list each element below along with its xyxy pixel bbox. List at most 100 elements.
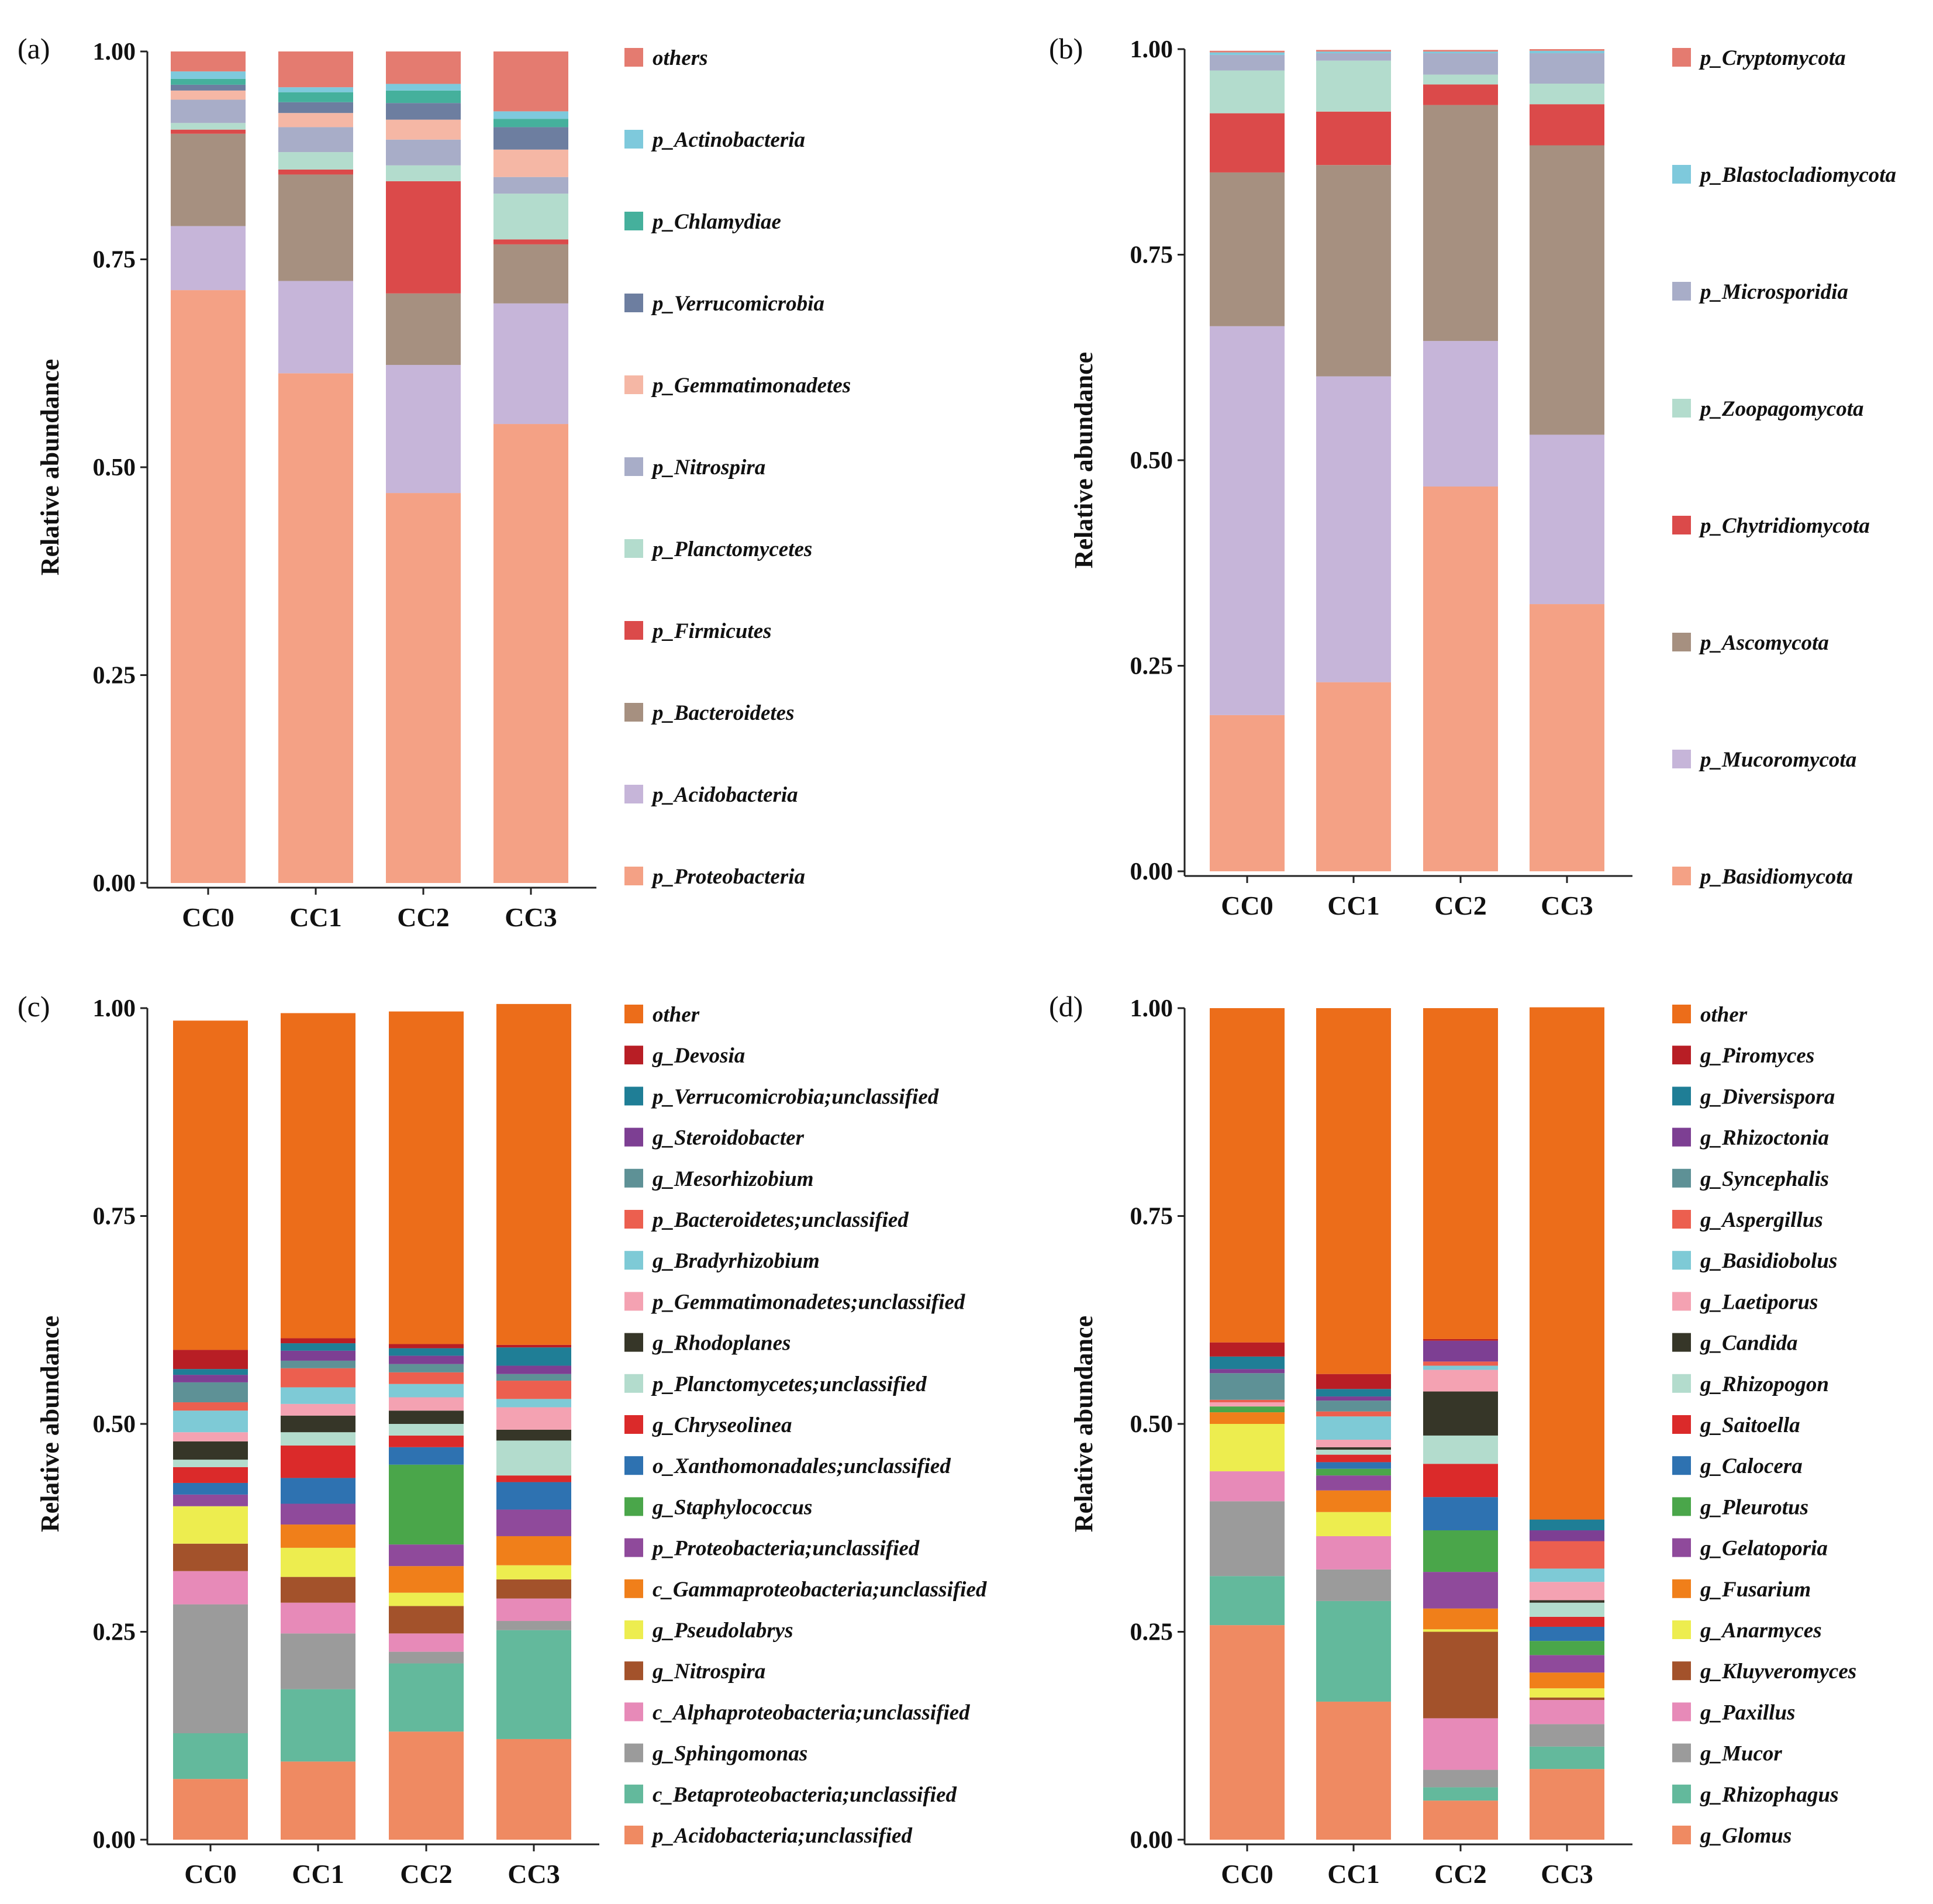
- bar-segment-p-zoopagomycota-cc0: [1210, 70, 1285, 113]
- bar-segment-p-mucoromycota-cc2: [1423, 341, 1498, 487]
- bar-segment-g-rhizopogon-cc1: [1316, 1450, 1391, 1455]
- y-axis-label: Relative abundance: [1069, 352, 1098, 568]
- bar-segment-g-glomus-cc2: [1423, 1800, 1498, 1840]
- y-axis-label: Relative abundance: [36, 359, 64, 575]
- bar-segment-g-pleurotus-cc1: [1316, 1468, 1391, 1476]
- legend-swatch: [1672, 1333, 1691, 1352]
- legend-label: p_Ascomycota: [1699, 631, 1829, 655]
- bar-segment-p-verrucomicrobia-cc0: [171, 84, 246, 91]
- bar-segment-o-xanthomonadales-unclassified-cc3: [496, 1482, 571, 1510]
- bar-segment-g-bradyrhizobium-cc2: [389, 1384, 464, 1398]
- bar-segment-other-cc1: [1316, 1008, 1391, 1374]
- y-tick-label: 1.00: [93, 39, 136, 65]
- bar-segment-p-actinobacteria-cc3: [493, 111, 568, 119]
- bar-segment-g-paxillus-cc2: [1423, 1718, 1498, 1770]
- legend-swatch: [1672, 1127, 1691, 1147]
- x-tick-label-cc3: CC3: [508, 1859, 560, 1889]
- bar-segment-p-mucoromycota-cc1: [1316, 376, 1391, 682]
- legend-label: p_Verrucomicrobia;unclassified: [651, 1085, 939, 1109]
- legend-label: o_Xanthomonadales;unclassified: [653, 1454, 951, 1478]
- bar-segment-p-planctomycetes-cc3: [493, 194, 568, 240]
- bar-segment-g-devosia-cc3: [496, 1344, 571, 1348]
- bar-segment-g-devosia-cc2: [389, 1344, 464, 1348]
- bar-segment-g-diversispora-cc0: [1210, 1356, 1285, 1370]
- bar-segment-g-steroidobacter-cc2: [389, 1355, 464, 1364]
- bar-segment-g-rhizoctonia-cc0: [1210, 1369, 1285, 1374]
- bar-segment-g-rhizoctonia-cc2: [1423, 1340, 1498, 1362]
- bar-segment-p-blastocladiomycota-cc2: [1423, 51, 1498, 54]
- bar-segment-p-chytridiomycota-cc2: [1423, 84, 1498, 105]
- legend-label: p_Chlamydiae: [651, 210, 781, 234]
- bar-segment-g-aspergillus-cc0: [1210, 1399, 1285, 1403]
- legend-label: g_Devosia: [652, 1044, 745, 1068]
- legend-swatch: [624, 1579, 643, 1598]
- legend-swatch: [1672, 1702, 1691, 1722]
- bar-segment-p-verrucomicrobia-cc2: [386, 103, 461, 120]
- bar-segment-g-gelatoporia-cc1: [1316, 1475, 1391, 1491]
- bar-segment-p-chlamydiae-cc0: [171, 78, 246, 85]
- legend-label: g_Fusarium: [1700, 1578, 1811, 1602]
- y-tick-label: 0.25: [93, 663, 136, 689]
- bar-segment-p-proteobacteria-unclassified-cc3: [496, 1509, 571, 1536]
- bar-segment-g-fusarium-cc1: [1316, 1490, 1391, 1512]
- y-tick-label: 0.00: [93, 870, 136, 897]
- bar-segment-c-gammaproteobacteria-unclassified-cc3: [496, 1536, 571, 1565]
- legend-swatch: [1672, 48, 1691, 67]
- legend-swatch: [1672, 867, 1691, 885]
- y-tick-label: 0.00: [1130, 858, 1173, 885]
- legend-label: g_Candida: [1700, 1332, 1798, 1355]
- bar-segment-g-laetiporus-cc0: [1210, 1402, 1285, 1407]
- bar-segment-p-acidobacteria-unclassified-cc2: [389, 1731, 464, 1840]
- bar-segment-other-cc0: [173, 1020, 248, 1350]
- legend-swatch: [1672, 1374, 1691, 1393]
- bar-segment-other-cc3: [1530, 1007, 1604, 1520]
- y-tick-label: 0.50: [1130, 1411, 1173, 1438]
- bar-segment-g-rhizoctonia-cc1: [1316, 1396, 1391, 1401]
- bar-segment-p-ascomycota-cc0: [1210, 172, 1285, 326]
- bar-segment-g-paxillus-cc3: [1530, 1700, 1604, 1724]
- bar-segment-p-bacteroidetes-unclassified-cc0: [173, 1402, 248, 1411]
- bar-segment-g-basidiobolus-cc1: [1316, 1416, 1391, 1440]
- bar-segment-g-basidiobolus-cc3: [1530, 1568, 1604, 1582]
- legend-label: g_Laetiporus: [1700, 1290, 1818, 1314]
- legend-label: p_Acidobacteria;unclassified: [651, 1824, 912, 1848]
- bar-segment-g-chryseolinea-cc2: [389, 1435, 464, 1447]
- bar-segment-p-zoopagomycota-cc2: [1423, 74, 1498, 85]
- legend-swatch: [1672, 1538, 1691, 1557]
- y-tick-label: 0.25: [93, 1619, 136, 1646]
- legend-swatch: [1672, 1784, 1691, 1803]
- bar-segment-g-laetiporus-cc2: [1423, 1370, 1498, 1392]
- bar-segment-g-nitrospira-cc2: [389, 1606, 464, 1634]
- bar-segment-g-pseudolabrys-cc0: [173, 1506, 248, 1544]
- bar-segment-g-nitrospira-cc3: [496, 1579, 571, 1599]
- bar-segment-o-xanthomonadales-unclassified-cc0: [173, 1482, 248, 1495]
- bar-segment-g-devosia-cc1: [281, 1338, 355, 1344]
- bar-segment-g-fusarium-cc0: [1210, 1412, 1285, 1424]
- bar-segment-g-piromyces-cc0: [1210, 1342, 1285, 1357]
- legend-swatch: [624, 785, 643, 803]
- legend-swatch: [624, 539, 643, 558]
- legend-swatch: [1672, 1743, 1691, 1762]
- legend-label: g_Pleurotus: [1700, 1495, 1808, 1519]
- bar-segment-p-mucoromycota-cc0: [1210, 326, 1285, 715]
- x-tick-label-cc2: CC2: [1434, 891, 1486, 920]
- x-tick-label-cc1: CC1: [292, 1859, 344, 1889]
- bar-segment-p-proteobacteria-unclassified-cc2: [389, 1544, 464, 1567]
- bar-segment-g-piromyces-cc2: [1423, 1339, 1498, 1341]
- bar-segment-g-laetiporus-cc3: [1530, 1582, 1604, 1601]
- legend-swatch: [1672, 1292, 1691, 1311]
- bar-segment-g-sphingomonas-cc3: [496, 1621, 571, 1630]
- bar-segment-p-proteobacteria-cc3: [493, 424, 568, 883]
- legend-swatch: [1672, 1579, 1691, 1598]
- bar-segment-p-verrucomicrobia-unclassified-cc3: [496, 1347, 571, 1366]
- bar-segment-g-anarmyces-cc0: [1210, 1424, 1285, 1472]
- bar-segment-p-basidiomycota-cc1: [1316, 682, 1391, 871]
- x-tick-label-cc1: CC1: [1327, 1859, 1379, 1889]
- bar-segment-g-anarmyces-cc3: [1530, 1688, 1604, 1698]
- bar-segment-c-betaproteobacteria-unclassified-cc1: [281, 1689, 355, 1762]
- x-tick-label-cc1: CC1: [1327, 891, 1379, 920]
- bar-segment-p-actinobacteria-cc2: [386, 84, 461, 91]
- bar-segment-p-proteobacteria-cc1: [278, 373, 353, 883]
- legend-label: g_Chryseolinea: [652, 1413, 792, 1437]
- y-tick-label: 0.75: [1130, 242, 1173, 269]
